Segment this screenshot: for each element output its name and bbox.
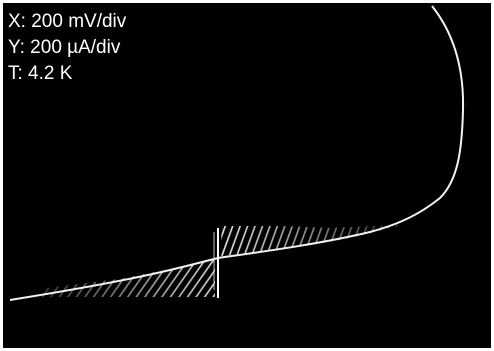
- page: X: 200 mV/div Y: 200 µA/div T: 4.2 K (()…: [0, 0, 494, 351]
- temperature-label: T: 4.2 K: [8, 63, 73, 84]
- y-scale-label: Y: 200 µA/div: [8, 37, 121, 58]
- x-scale-label: X: 200 mV/div: [8, 11, 127, 32]
- scope-screen: X: 200 mV/div Y: 200 µA/div T: 4.2 K: [0, 0, 494, 351]
